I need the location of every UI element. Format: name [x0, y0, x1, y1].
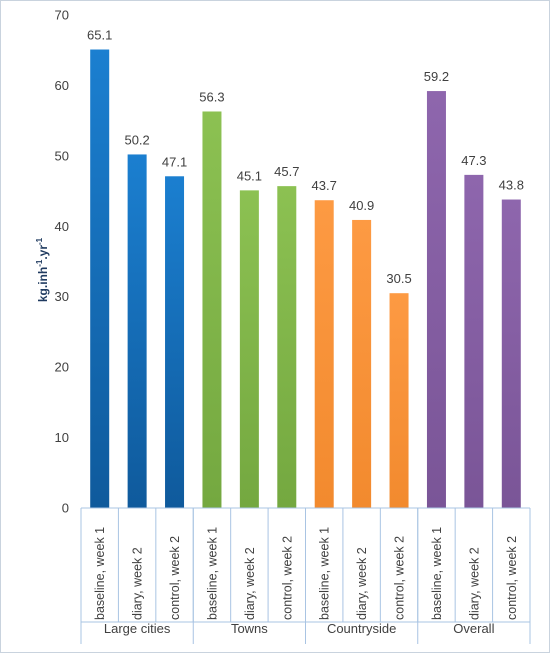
group-label: Overall [453, 621, 494, 636]
category-label: control, week 2 [280, 536, 294, 620]
bar [389, 293, 409, 508]
category-label: control, week 2 [505, 536, 519, 620]
data-label: 47.3 [461, 153, 486, 168]
bar [239, 190, 259, 509]
data-label: 30.5 [386, 271, 411, 286]
bar [277, 186, 297, 509]
bar [426, 91, 446, 508]
y-axis-label: kg.inh-1.yr-1 [35, 237, 50, 302]
data-label: 56.3 [199, 89, 224, 104]
category-label: diary, week 2 [243, 547, 257, 620]
category-label: baseline, week 1 [430, 527, 444, 620]
category-label: baseline, week 1 [93, 527, 107, 620]
y-tick-label: 70 [55, 8, 69, 23]
y-tick-label: 30 [55, 289, 69, 304]
data-label: 45.7 [274, 164, 299, 179]
bar [202, 111, 222, 508]
category-label: control, week 2 [393, 536, 407, 620]
y-tick-label: 0 [62, 501, 69, 516]
data-label: 43.8 [499, 178, 524, 193]
data-label: 45.1 [237, 168, 262, 183]
y-tick-label: 20 [55, 360, 69, 375]
data-label: 50.2 [124, 132, 149, 147]
category-label: diary, week 2 [355, 547, 369, 620]
group-label: Large cities [104, 621, 171, 636]
bars: 65.1 50.2 47.1 56.3 45.1 45.7 43.7 40.9 30.5 59.2… [87, 28, 524, 509]
x-axis: baseline, week 1 diary, week 2 control, we… [80, 507, 531, 644]
category-label: baseline, week 1 [318, 527, 332, 620]
y-tick-label: 60 [55, 78, 69, 93]
y-tick-label: 40 [55, 219, 69, 234]
y-tick-label: 10 [55, 430, 69, 445]
data-label: 40.9 [349, 198, 374, 213]
y-axis: 0 10 20 30 40 50 60 70 [55, 8, 69, 516]
category-label: diary, week 2 [131, 547, 145, 620]
data-label: 65.1 [87, 28, 112, 43]
bar [314, 200, 334, 508]
data-label: 43.7 [312, 178, 337, 193]
category-label: baseline, week 1 [205, 527, 219, 620]
bar [165, 176, 185, 508]
bar [501, 199, 521, 508]
data-label: 59.2 [424, 69, 449, 84]
bar [352, 219, 372, 508]
bar [127, 154, 147, 508]
group-label: Countryside [327, 621, 396, 636]
bar [464, 174, 484, 508]
y-tick-label: 50 [55, 148, 69, 163]
group-label: Towns [231, 621, 268, 636]
category-label: diary, week 2 [467, 547, 481, 620]
category-label: control, week 2 [168, 536, 182, 620]
data-label: 47.1 [162, 154, 187, 169]
bar [90, 49, 110, 508]
